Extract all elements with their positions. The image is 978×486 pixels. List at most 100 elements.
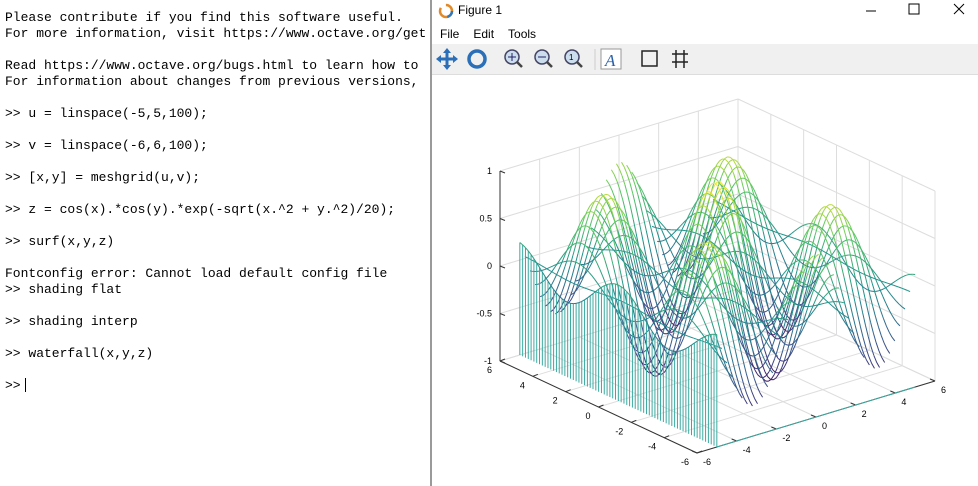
waterfall-line	[596, 237, 600, 245]
zoom-out[interactable]	[534, 49, 553, 68]
waterfall-line	[879, 290, 884, 298]
waterfall-line	[700, 194, 705, 201]
waterfall-line	[817, 273, 821, 281]
waterfall-line	[584, 212, 588, 216]
waterfall-line	[827, 234, 832, 240]
menu-bar: File Edit Tools	[432, 22, 978, 44]
waterfall-line	[819, 227, 824, 237]
waterfall-line	[689, 269, 693, 273]
waterfall-line	[690, 283, 695, 296]
waterfall-line	[687, 212, 691, 219]
close[interactable]	[953, 3, 965, 15]
grid-toggle[interactable]	[672, 50, 688, 68]
waterfall-line	[773, 251, 778, 262]
menu-item[interactable]: Tools	[508, 27, 537, 41]
pan-tool[interactable]	[436, 48, 458, 70]
waterfall-line	[659, 313, 664, 322]
waterfall-line	[665, 311, 670, 319]
waterfall-line	[876, 278, 880, 281]
waterfall-line	[789, 249, 793, 254]
waterfall-line	[692, 298, 696, 304]
text-tool[interactable]: A	[600, 48, 622, 70]
waterfall-line	[653, 220, 657, 230]
menu-item[interactable]: File	[440, 27, 460, 41]
waterfall-line	[824, 277, 829, 282]
waterfall-line	[719, 158, 723, 162]
waterfall-line	[751, 391, 756, 399]
zoom-in[interactable]	[504, 49, 523, 68]
waterfall-line	[750, 342, 755, 353]
waterfall-line	[570, 293, 575, 300]
waterfall-line	[742, 268, 746, 285]
waterfall-line	[759, 392, 764, 398]
waterfall-line	[773, 300, 778, 308]
waterfall-line	[675, 309, 680, 322]
waterfall-line	[726, 298, 730, 301]
output-block: >> shading interp	[0, 314, 430, 330]
waterfall-line	[608, 183, 613, 191]
waterfall-line	[584, 251, 589, 262]
waterfall-line	[670, 310, 675, 323]
waterfall-line	[733, 173, 738, 184]
tick	[499, 265, 506, 269]
waterfall-line	[803, 248, 808, 261]
waterfall-line	[648, 243, 653, 258]
waterfall-line	[769, 369, 774, 374]
waterfall-line	[839, 209, 843, 215]
menu-item[interactable]: Edit	[473, 27, 495, 41]
waterfall-line	[893, 297, 897, 302]
tick	[631, 419, 637, 423]
waterfall-line	[827, 243, 832, 252]
waterfall-line	[574, 253, 579, 265]
waterfall-line	[853, 338, 857, 344]
waterfall-line	[715, 210, 720, 219]
waterfall-line	[702, 234, 706, 248]
waterfall-line	[874, 276, 878, 284]
waterfall-line	[714, 248, 719, 256]
waterfall-line	[761, 345, 765, 351]
waterfall-line	[849, 225, 854, 234]
waterfall-line	[858, 347, 862, 354]
output-block: >> u = linspace(-5,5,100);	[0, 106, 430, 122]
waterfall-line	[698, 329, 703, 334]
waterfall-line	[613, 198, 617, 202]
waterfall-line	[655, 273, 659, 276]
waterfall-line	[713, 279, 718, 287]
waterfall-line	[566, 284, 570, 295]
waterfall-line	[811, 268, 816, 277]
waterfall-line	[690, 250, 695, 256]
waterfall-line	[699, 248, 703, 252]
waterfall-line	[640, 205, 645, 219]
waterfall-line	[549, 265, 553, 268]
waterfall-line	[750, 248, 754, 264]
waterfall-line	[632, 193, 637, 206]
waterfall-line	[558, 274, 563, 284]
waterfall-line	[575, 302, 580, 304]
z-tick-label: 0.5	[479, 214, 492, 224]
waterfall-line	[799, 243, 804, 248]
waterfall-line	[579, 225, 583, 229]
waterfall-line	[669, 268, 673, 271]
waterfall-line	[774, 295, 779, 302]
waterfall-line	[647, 308, 652, 317]
box-toggle[interactable]	[641, 50, 658, 67]
waterfall-line	[713, 278, 717, 290]
waterfall-line	[873, 355, 878, 363]
waterfall-line	[754, 305, 759, 310]
waterfall-line	[566, 279, 571, 283]
waterfall-line	[725, 197, 730, 207]
waterfall-line	[574, 242, 578, 245]
waterfall-line	[841, 301, 845, 304]
waterfall-line	[739, 322, 744, 335]
waterfall-line	[786, 266, 790, 271]
waterfall-line	[726, 284, 730, 297]
tick	[691, 450, 698, 454]
waterfall-line	[831, 297, 835, 304]
rotate-tool[interactable]	[467, 49, 487, 69]
waterfall-line	[666, 229, 670, 234]
waterfall-line	[710, 243, 715, 252]
waterfall-line	[662, 275, 666, 286]
maximize[interactable]	[908, 3, 920, 15]
zoom-reset[interactable]: 1	[564, 49, 583, 68]
waterfall-line	[736, 194, 740, 198]
